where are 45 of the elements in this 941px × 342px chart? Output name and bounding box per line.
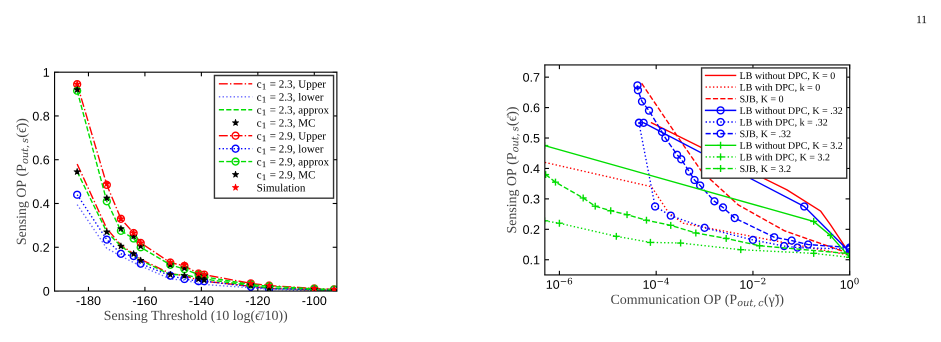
x-tick-label: 10$^{0}$ (840, 278, 859, 289)
x-tick-label: -180 (76, 296, 100, 306)
legend-label: LB without DPC, K = .32 (740, 106, 842, 116)
x-tick-label: -120 (246, 296, 270, 306)
y-tick-label: 0.5 (523, 134, 540, 143)
y-tick-label: 0.1 (523, 256, 540, 264)
legend-label: c$_{1}$ = 2.3, MC (257, 119, 315, 128)
legend-label: LB with DPC, k = 0 (740, 84, 820, 92)
legend-label: c$_{1}$ = 2.9, lower (257, 144, 324, 154)
y-axis-title: Sensing OP (P$_{out,s}$(ϵ̄)) (16, 118, 30, 244)
legend-label: SJB, K = 3.2 (740, 165, 791, 174)
x-tick-label: 10$^{−4}$ (644, 278, 670, 289)
legend-label: LB without DPC, K = 0 (740, 72, 835, 81)
y-tick-label: 0 (43, 286, 50, 296)
x-tick-label: -160 (132, 296, 157, 306)
legend-label: Simulation (257, 184, 306, 192)
legend-label: LB with DPC, K = 3.2 (740, 153, 830, 162)
legend-label: SJB, K = .32 (740, 130, 791, 139)
legend-label: c$_{1}$ = 2.3, lower (257, 92, 324, 102)
y-axis-title: Sensing OP (P$_{out,s}$(ϵ̄)) (506, 107, 520, 233)
x-tick-label: 10$^{−6}$ (546, 278, 572, 289)
text: 11 (917, 16, 926, 24)
x-axis-title: Sensing Threshold (10 log(ϵ̄/10)) (104, 310, 288, 323)
legend-label: c$_{1}$ = 2.3, Upper (257, 80, 326, 90)
y-tick-label: 0.8 (32, 112, 50, 121)
x-axis-title: Communication OP (P$_{out,c}$(γ̃)) (611, 294, 784, 308)
y-tick-label: 0.6 (32, 156, 50, 164)
x-tick-label: -140 (189, 296, 214, 306)
legend-label: c$_{1}$ = 2.9, approx (257, 158, 329, 168)
y-tick-label: 0.4 (32, 199, 50, 208)
x-tick-label: 10$^{−2}$ (740, 278, 766, 289)
y-tick-label: 1 (44, 68, 50, 77)
legend-label: SJB, K = 0 (740, 96, 784, 104)
y-tick-label: 0.7 (523, 72, 540, 82)
y-tick-label: 0.3 (523, 194, 540, 204)
y-tick-label: 0.2 (32, 243, 50, 252)
legend-label: c$_{1}$ = 2.3, approx (257, 106, 329, 116)
legend-label: LB with DPC, k = .32 (740, 118, 828, 128)
y-tick-label: 0.6 (523, 103, 540, 112)
x-tick-label: -100 (302, 296, 326, 306)
y-tick-label: 0.4 (523, 164, 540, 174)
legend-label: LB without DPC, K = 3.2 (740, 142, 842, 150)
legend-label: c$_{1}$ = 2.9, MC (257, 171, 315, 180)
y-tick-label: 0.2 (523, 225, 540, 234)
legend-label: c$_{1}$ = 2.9, Upper (257, 132, 326, 142)
